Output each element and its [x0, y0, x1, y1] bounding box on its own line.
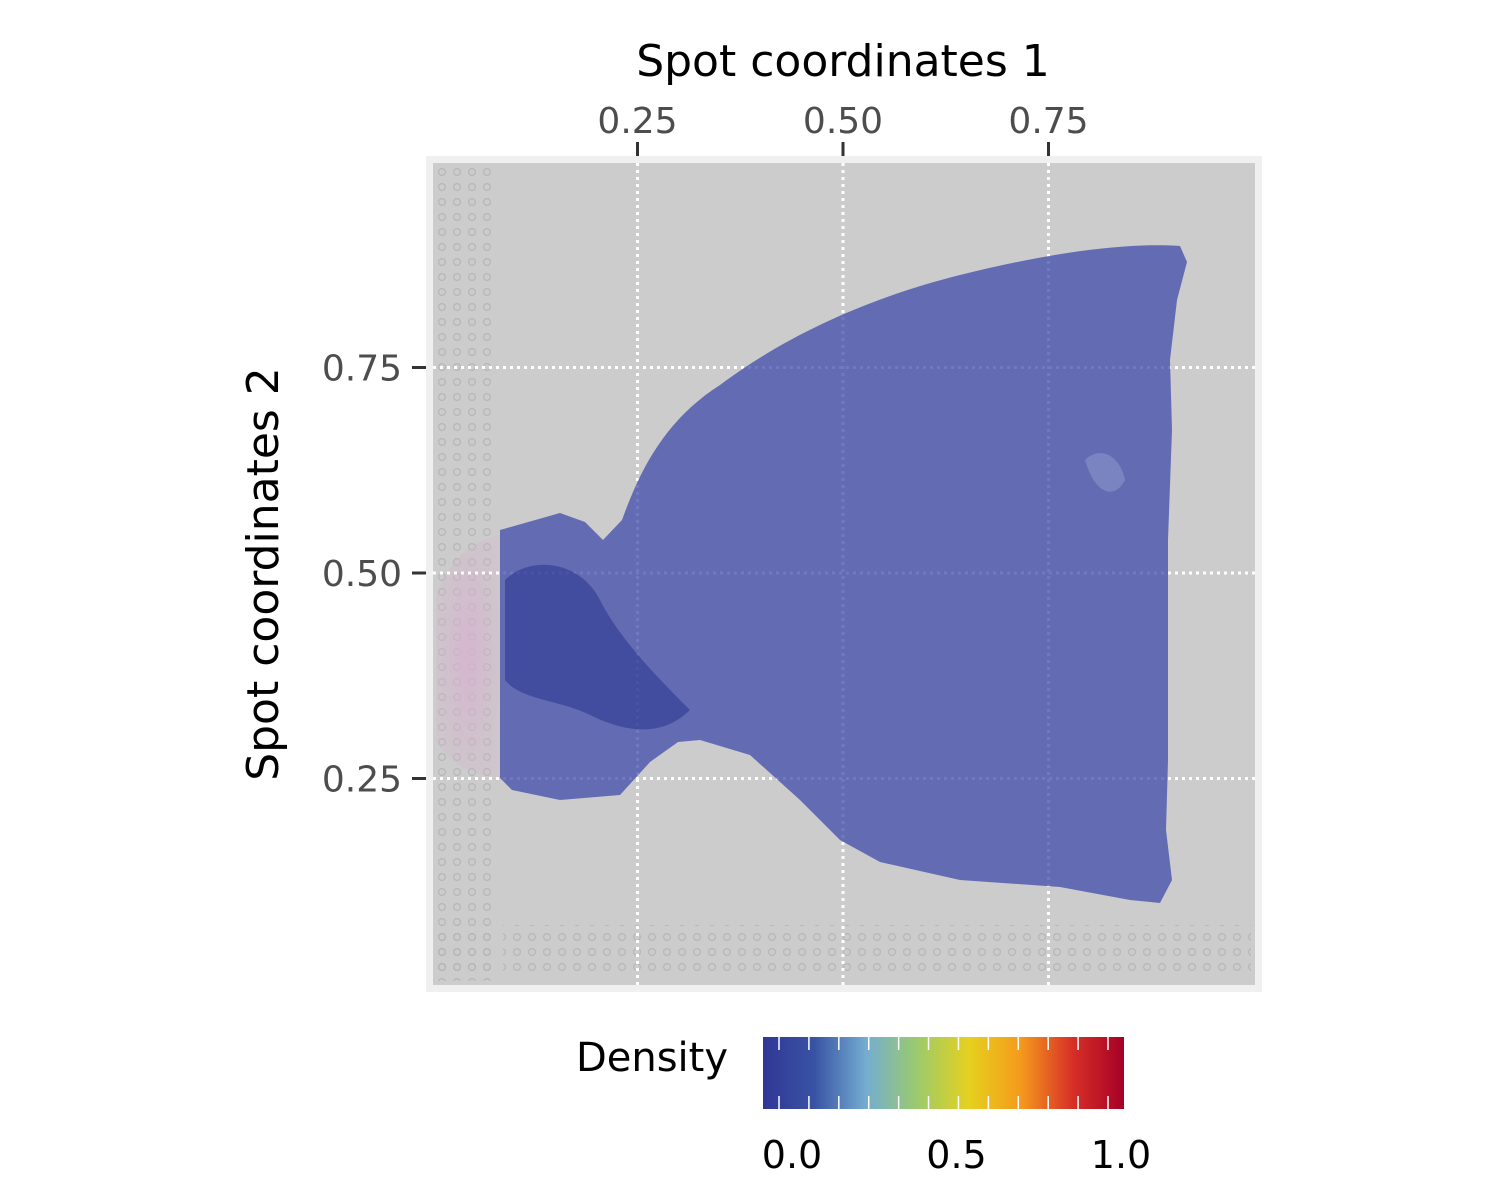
y-tick-label: 0.75: [322, 349, 402, 390]
axes: 0.25 0.50 0.75 0.25 0.50 0.75: [322, 101, 1089, 801]
tissue-image: [436, 166, 1251, 981]
legend-tick-label: 0.0: [762, 1133, 822, 1177]
y-tick-label: 0.25: [322, 760, 402, 801]
density-overlay: [500, 245, 1187, 903]
legend-colorbar: [763, 1037, 1124, 1109]
y-axis-title: Spot coordinates 2: [238, 367, 289, 781]
legend: Density 0.0 0.5 1.0: [576, 1035, 1151, 1177]
density-texture: [505, 564, 690, 730]
density-texture: [1085, 452, 1125, 492]
density-region: [500, 245, 1187, 903]
x-tick-label: 0.75: [1008, 101, 1088, 142]
legend-ticks: 0.0 0.5 1.0: [762, 1037, 1151, 1177]
x-tick-label: 0.25: [597, 101, 677, 142]
x-axis-title: Spot coordinates 1: [636, 36, 1050, 87]
legend-tick-label: 1.0: [1091, 1133, 1151, 1177]
legend-tick-label: 0.5: [926, 1133, 986, 1177]
y-tick-label: 0.50: [322, 554, 402, 595]
legend-title: Density: [576, 1035, 728, 1081]
x-tick-label: 0.50: [803, 101, 883, 142]
